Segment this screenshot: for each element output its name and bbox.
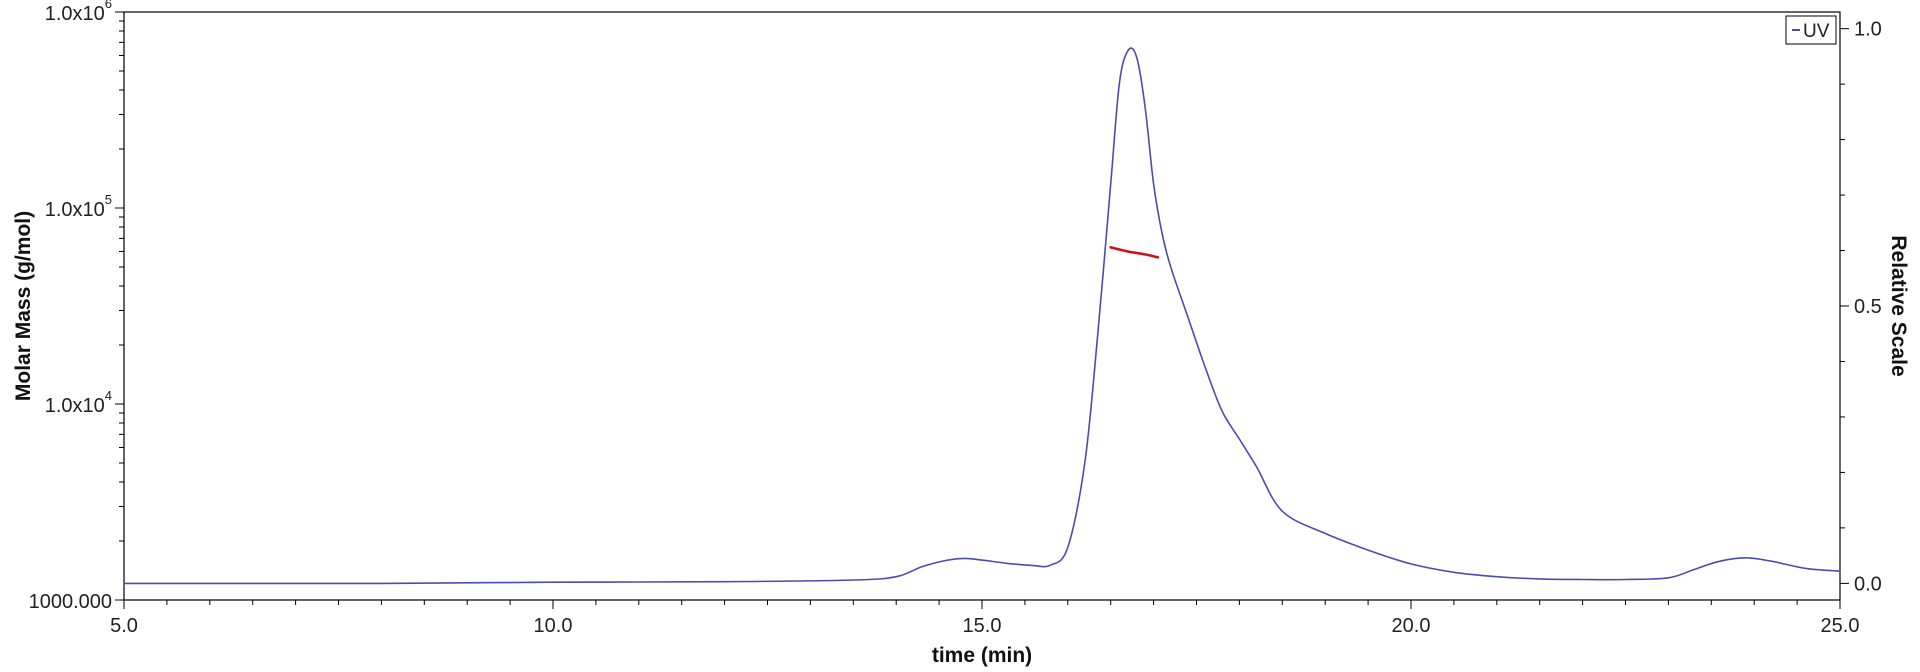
right-axis-title: Relative Scale [1887, 235, 1910, 376]
left-tick-label: 1000.000 [29, 591, 112, 613]
x-axis-title: time (min) [932, 644, 1032, 667]
x-tick-label: 25.0 [1821, 615, 1860, 637]
x-tick-label: 10.0 [534, 615, 573, 637]
x-tick-label: 15.0 [963, 615, 1002, 637]
left-tick-label: 1.0x105 [45, 192, 112, 221]
molar-mass-series-line [1109, 246, 1160, 259]
x-axis: 5.0 10.0 15.0 20.0 25.0 [110, 600, 1859, 637]
right-y-axis: 0.0 0.5 1.0 [1840, 19, 1882, 595]
left-tick-label: 1.0x104 [45, 388, 112, 417]
right-tick-label: 0.0 [1854, 573, 1882, 595]
left-tick-label: 1.0x106 [45, 0, 112, 25]
series-layer [123, 47, 1841, 585]
x-tick-label: 5.0 [110, 615, 138, 637]
x-tick-label: 20.0 [1392, 615, 1431, 637]
uv-series-line [123, 47, 1841, 585]
right-tick-label: 0.5 [1854, 296, 1882, 318]
left-y-axis: 1000.000 1.0x104 1.0x105 1.0x106 [29, 0, 124, 613]
plot-area [123, 11, 1841, 601]
right-tick-label: 1.0 [1854, 19, 1882, 41]
left-axis-title: Molar Mass (g/mol) [12, 211, 35, 401]
legend-label-uv: UV [1803, 21, 1830, 42]
legend: UV [1785, 15, 1837, 45]
